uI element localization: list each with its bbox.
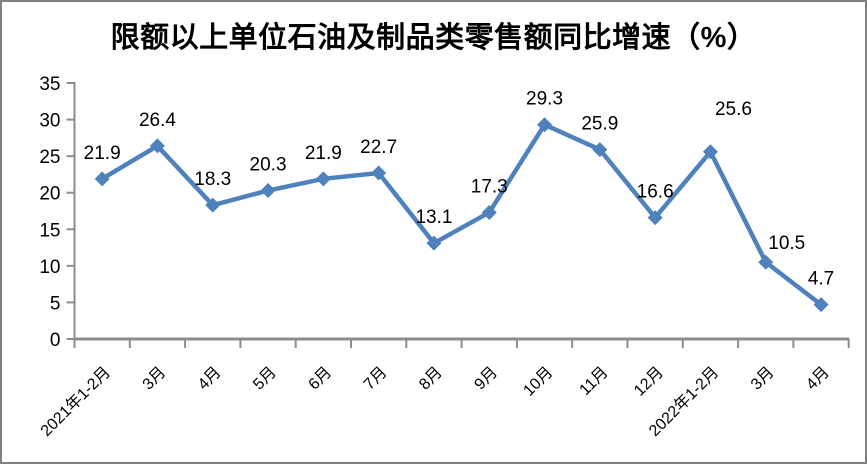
x-axis-label: 12月 [631, 364, 667, 400]
y-axis-labels: 0 5 10 15 20 25 30 35 [39, 74, 60, 351]
data-point-marker [481, 204, 497, 220]
data-label: 17.3 [471, 176, 508, 197]
data-label: 20.3 [250, 155, 287, 176]
y-axis-label: 30 [39, 111, 60, 132]
data-point-marker [205, 197, 221, 213]
x-axis-label: 4月 [195, 364, 225, 394]
data-label: 21.9 [305, 143, 342, 164]
data-label: 21.9 [84, 143, 121, 164]
chart-title: 限额以上单位石油及制品类零售额同比增速（%） [110, 22, 757, 54]
x-axis-label: 9月 [471, 364, 501, 394]
data-point-marker [813, 297, 829, 313]
data-point-marker [260, 183, 276, 199]
data-label: 10.5 [768, 233, 805, 254]
data-label: 25.9 [581, 114, 618, 135]
data-line [99, 122, 824, 307]
y-axis-label: 15 [39, 220, 60, 241]
data-point-marker [592, 142, 608, 158]
data-label: 22.7 [360, 137, 397, 158]
x-axis-label: 4月 [803, 364, 833, 394]
data-label: 4.7 [808, 269, 834, 290]
y-axis-label: 0 [50, 330, 61, 351]
data-label: 13.1 [415, 207, 452, 228]
y-axis-ticks [66, 82, 75, 340]
data-point-marker [537, 117, 553, 133]
axes [73, 82, 849, 341]
data-point-marker [371, 165, 387, 181]
data-markers [94, 117, 829, 313]
x-axis-label: 3月 [748, 364, 778, 394]
x-axis-label: 5月 [250, 364, 280, 394]
x-axis-label: 7月 [361, 364, 391, 394]
y-axis-label: 35 [39, 74, 60, 95]
y-axis-label: 20 [39, 184, 60, 205]
data-point-marker [647, 210, 663, 226]
data-point-marker [758, 254, 774, 270]
x-axis-label: 2021年1-2月 [37, 363, 114, 440]
data-label: 16.6 [637, 182, 674, 203]
data-label: 18.3 [194, 169, 231, 190]
data-point-marker [94, 171, 110, 187]
data-point-marker [315, 171, 331, 187]
data-point-marker [702, 144, 718, 160]
data-label: 25.6 [715, 99, 752, 120]
y-axis-label: 25 [39, 147, 60, 168]
data-label: 26.4 [139, 110, 176, 131]
data-point-marker [149, 138, 165, 154]
data-point-marker [426, 235, 442, 251]
x-axis-label: 3月 [140, 364, 170, 394]
data-series [99, 122, 824, 307]
data-label: 29.3 [526, 89, 563, 110]
x-axis-labels: 2021年1-2月 3月 4月 5月 6月 7月 8月 9月 10月 11月 12月2022年1-2… [37, 363, 833, 440]
y-axis-label: 10 [39, 257, 60, 278]
x-axis-label: 6月 [306, 364, 336, 394]
data-labels: 21.9 26.4 18.3 20.3 21.9 22.7 13.1 17.3 29.3 25.9… [84, 89, 835, 290]
x-axis-label: 11月 [577, 364, 612, 399]
x-axis-ticks [73, 339, 850, 348]
x-axis-label: 10月 [520, 364, 556, 400]
x-axis-label: 8月 [416, 364, 446, 394]
y-axis-label: 5 [50, 293, 61, 314]
